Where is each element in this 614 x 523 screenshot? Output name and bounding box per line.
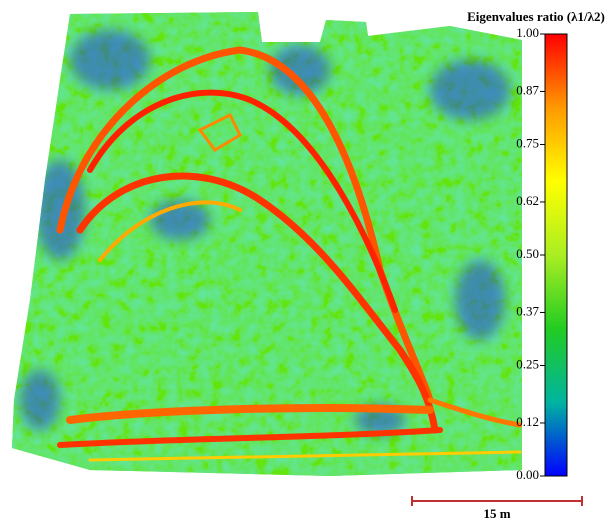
colorbar-tick-label: 0.50 bbox=[516, 246, 539, 261]
colorbar-tick-label: 0.75 bbox=[516, 135, 539, 150]
colorbar-tick-label: 0.87 bbox=[516, 82, 539, 97]
colorbar-tick-label: 0.12 bbox=[516, 414, 539, 429]
colorbar-tick-label: 0.00 bbox=[516, 467, 539, 482]
colorbar-tick-label: 0.25 bbox=[516, 356, 539, 371]
colorbar-title: Eigenvalues ratio (λ1/λ2) bbox=[467, 9, 605, 24]
map-image bbox=[0, 0, 530, 480]
colorbar-tick-label: 0.37 bbox=[516, 303, 539, 318]
colorbar-tick-label: 0.62 bbox=[516, 193, 539, 208]
map-view: Eigenvalues ratio (λ1/λ2) 15 m 0.00 0.12 0… bbox=[0, 0, 614, 523]
colorbar bbox=[545, 34, 567, 476]
colorbar-tick-label: 1.00 bbox=[516, 25, 539, 40]
scale-bar-label: 15 m bbox=[483, 506, 510, 521]
